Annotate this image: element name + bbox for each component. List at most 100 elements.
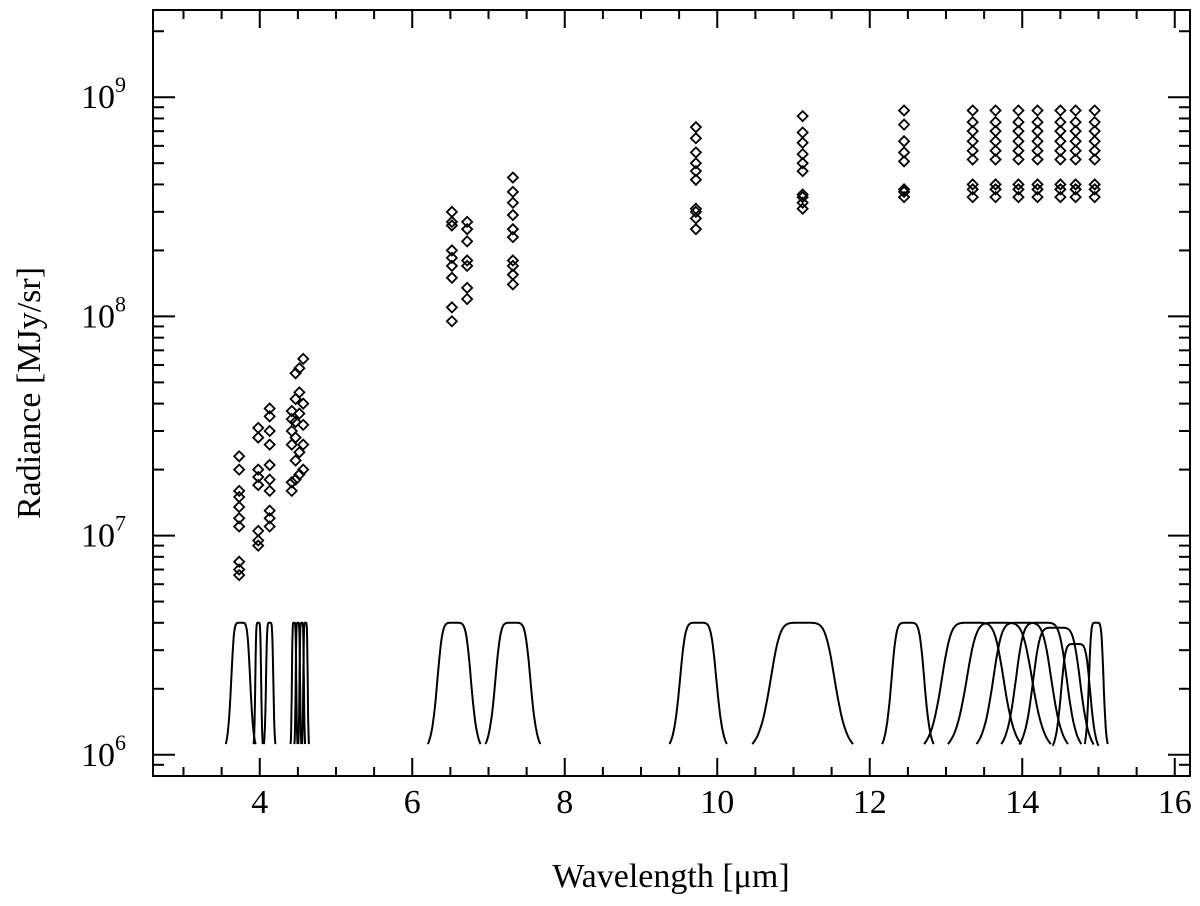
data-point (1012, 144, 1025, 158)
filter-curve (1018, 626, 1095, 745)
data-point (293, 468, 306, 481)
data-point (506, 230, 520, 244)
data-point (285, 476, 299, 489)
data-point (1069, 124, 1082, 138)
data-point (1031, 134, 1044, 148)
data-point (460, 222, 474, 236)
data-point (232, 563, 246, 576)
data-point (1012, 183, 1025, 196)
data-point (263, 484, 276, 498)
data-point (796, 188, 809, 201)
y-tick-labels: 106 107 108 109 (81, 72, 126, 774)
data-point (989, 178, 1002, 191)
data-point (1069, 134, 1082, 148)
x-tick-label: 14 (1005, 784, 1039, 821)
data-point (289, 454, 302, 467)
data-points (232, 104, 1101, 582)
data-point (689, 212, 703, 225)
data-point (293, 361, 306, 375)
data-point (460, 292, 474, 306)
data-point (989, 144, 1002, 158)
data-point (1069, 144, 1082, 158)
y-tick-label: 108 (81, 291, 126, 335)
y-tick-label: 107 (81, 511, 126, 555)
data-point (285, 404, 299, 418)
filter-curve (668, 621, 728, 745)
filter-curve (1083, 621, 1109, 745)
data-point (445, 219, 459, 232)
data-point (1031, 190, 1044, 204)
data-point (897, 155, 911, 168)
data-point (1088, 134, 1101, 148)
data-point (296, 397, 310, 410)
filter-curve (751, 621, 854, 745)
data-point (1054, 104, 1067, 117)
data-point (689, 156, 703, 170)
data-point (1054, 144, 1067, 158)
data-point (285, 484, 299, 498)
data-point (506, 222, 520, 236)
data-point (506, 171, 520, 184)
data-point (966, 124, 979, 138)
data-point (966, 115, 979, 129)
data-point (460, 281, 474, 295)
data-point (1069, 190, 1082, 204)
data-point (1054, 178, 1067, 191)
data-point (689, 164, 703, 178)
data-point (506, 208, 520, 222)
data-point (1069, 178, 1082, 191)
data-point (1031, 144, 1044, 158)
data-point (1031, 104, 1044, 117)
data-point (445, 271, 459, 285)
data-point (897, 118, 911, 131)
data-point (232, 490, 246, 504)
data-point (1088, 178, 1101, 191)
data-point (966, 153, 979, 166)
data-point (445, 251, 459, 265)
data-point (1054, 124, 1067, 138)
x-axis-title: Wavelength [μm] (552, 858, 789, 895)
data-point (506, 196, 520, 210)
data-point (232, 568, 246, 582)
data-point (966, 190, 979, 204)
data-point (506, 278, 520, 291)
data-point (296, 418, 310, 432)
data-point (506, 259, 520, 273)
data-point (1012, 124, 1025, 138)
data-point (1012, 134, 1025, 148)
data-point (445, 215, 459, 229)
data-point (796, 164, 809, 178)
data-point (263, 458, 276, 472)
data-point (263, 511, 276, 525)
data-point (445, 301, 459, 314)
data-point (1088, 104, 1101, 117)
data-point (796, 202, 809, 215)
data-point (263, 504, 276, 517)
data-point (296, 438, 310, 451)
data-point (251, 470, 265, 484)
filter-curve (484, 621, 542, 745)
data-point (251, 534, 265, 547)
filter-curve (975, 621, 1069, 745)
data-point (232, 511, 246, 525)
data-point (897, 190, 911, 204)
data-point (293, 445, 306, 459)
data-point (1012, 115, 1025, 129)
data-point (1031, 124, 1044, 138)
data-point (989, 190, 1002, 204)
data-point (232, 555, 246, 568)
data-point (296, 463, 310, 476)
data-point (1069, 115, 1082, 129)
filter-curve (426, 621, 482, 745)
data-point (445, 315, 459, 328)
data-point (966, 144, 979, 158)
data-point (796, 109, 809, 123)
data-point (293, 386, 306, 399)
filter-curve (262, 621, 277, 745)
x-tick-label: 4 (251, 784, 268, 821)
data-point (1054, 153, 1067, 166)
data-point (1088, 115, 1101, 129)
data-point (445, 205, 459, 219)
data-point (1031, 178, 1044, 191)
filter-curves (224, 621, 1109, 747)
